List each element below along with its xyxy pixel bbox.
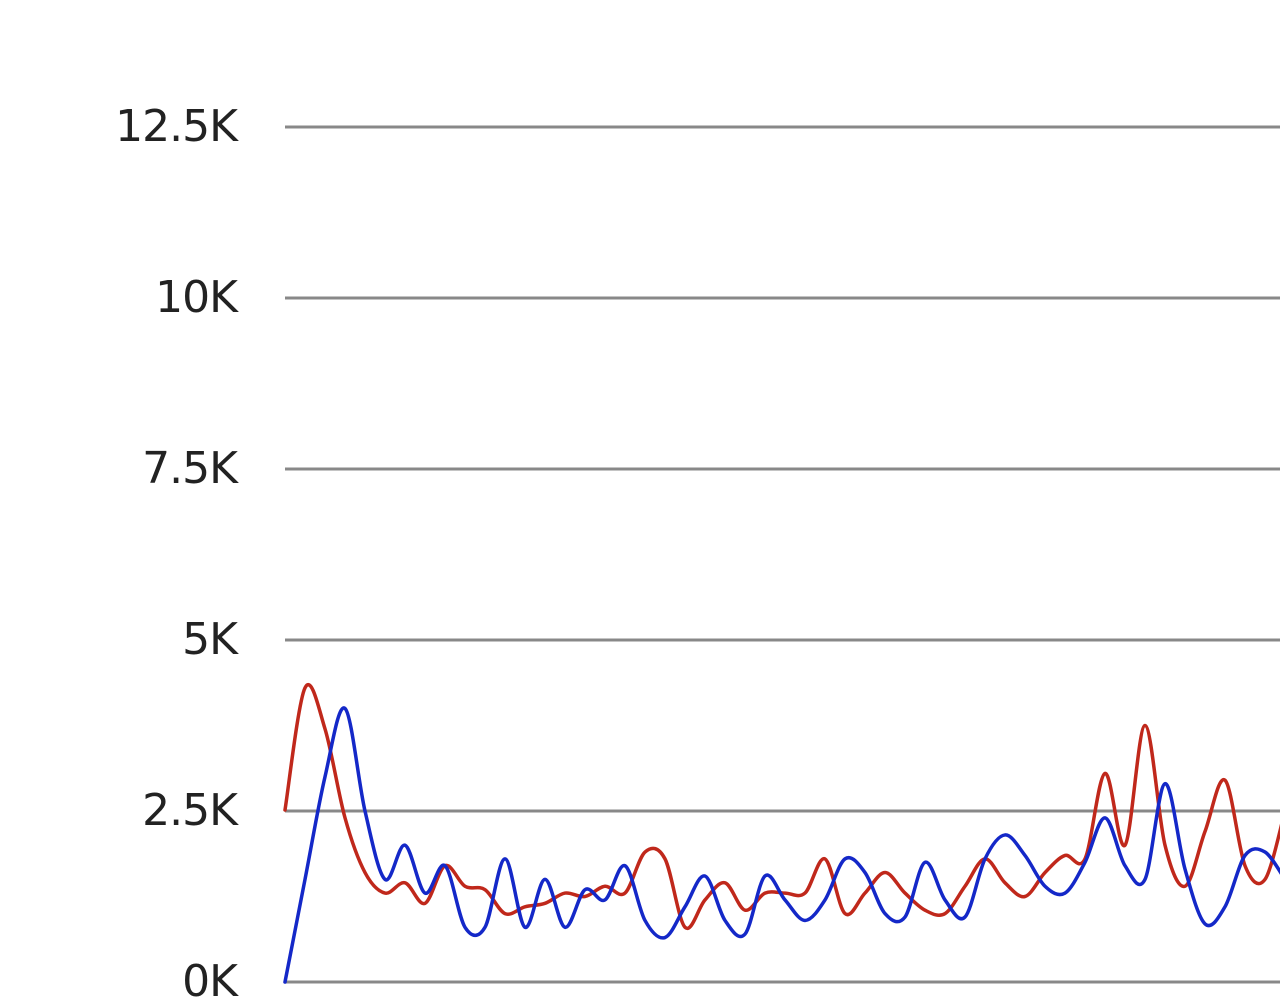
y-tick-label: 0K (182, 956, 239, 1000)
line-series (283, 683, 1280, 931)
y-tick-label: 2.5K (142, 785, 239, 836)
y-tick-label: 7.5K (142, 443, 239, 494)
y-tick-label: 10K (155, 272, 239, 323)
y-tick-label: 12.5K (115, 101, 239, 152)
y-tick-label: 5K (182, 614, 239, 665)
line-series (283, 706, 1280, 984)
